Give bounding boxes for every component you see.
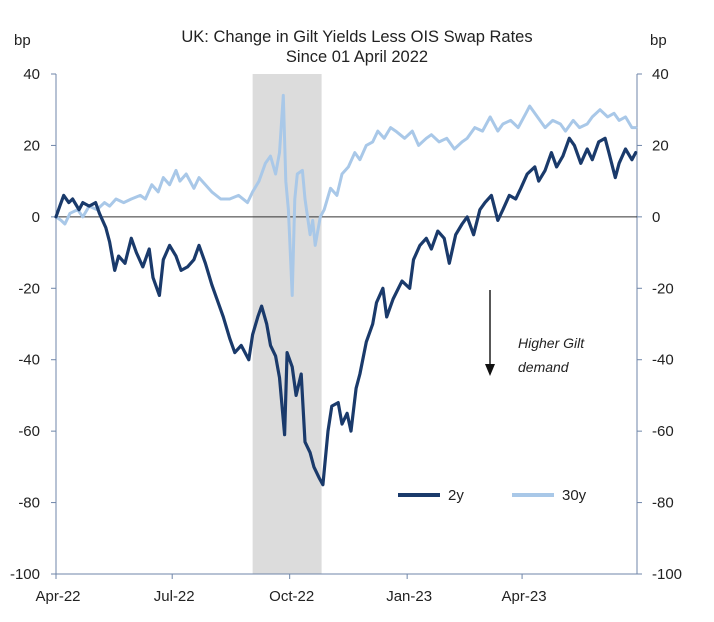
x-tick-label: Jan-23	[386, 588, 432, 605]
annotation-line-2: demand	[518, 359, 570, 375]
series-line-2y	[54, 136, 638, 487]
x-tick-label: Apr-22	[35, 588, 80, 605]
y-tick-left-label: 40	[23, 66, 40, 83]
x-tick-label: Oct-22	[269, 588, 314, 605]
x-ticks: Apr-22 Jul-22 Oct-22 Jan-23 Apr-23	[35, 574, 547, 605]
chart-title: UK: Change in Gilt Yields Less OIS Swap …	[181, 28, 532, 46]
y-tick-left-label: -40	[18, 352, 40, 369]
chart-subtitle: Since 01 April 2022	[286, 48, 428, 66]
y-tick-left-label: -20	[18, 280, 40, 297]
y-tick-right-label: -40	[652, 352, 674, 369]
shaded-region	[252, 74, 322, 574]
y-tick-right-label: 0	[652, 209, 660, 226]
annotation: Higher Gilt demand	[485, 290, 585, 376]
annotation-line-1: Higher Gilt	[518, 335, 585, 351]
y-tick-right-label: -60	[652, 423, 674, 440]
y-tick-left-label: -80	[18, 495, 40, 512]
y-tick-right-label: -100	[652, 566, 682, 583]
shaded-region-layer	[252, 74, 322, 574]
y-tick-left-label: -100	[10, 566, 40, 583]
y-tick-left-label: 0	[32, 209, 40, 226]
y-tick-left-label: -60	[18, 423, 40, 440]
y-tick-left-label: 20	[23, 137, 40, 154]
series-layer	[54, 93, 638, 487]
legend: 2y 30y	[398, 487, 587, 504]
y-axis-left-unit: bp	[14, 32, 31, 49]
y-ticks: 40 40 20 20 0 0 -20 -20 -40 -40 -60 -60 -80 -80 -100 -1…	[10, 66, 682, 583]
series-line-30y	[54, 93, 638, 297]
annotation-arrow-head	[485, 364, 495, 376]
x-tick-label: Jul-22	[154, 588, 195, 605]
y-tick-right-label: 40	[652, 66, 669, 83]
y-axis-right-unit: bp	[650, 32, 667, 49]
y-tick-right-label: 20	[652, 137, 669, 154]
y-tick-right-label: -20	[652, 280, 674, 297]
x-tick-label: Apr-23	[502, 588, 547, 605]
legend-label-30y: 30y	[562, 487, 587, 504]
y-tick-right-label: -80	[652, 495, 674, 512]
legend-label-2y: 2y	[448, 487, 464, 504]
